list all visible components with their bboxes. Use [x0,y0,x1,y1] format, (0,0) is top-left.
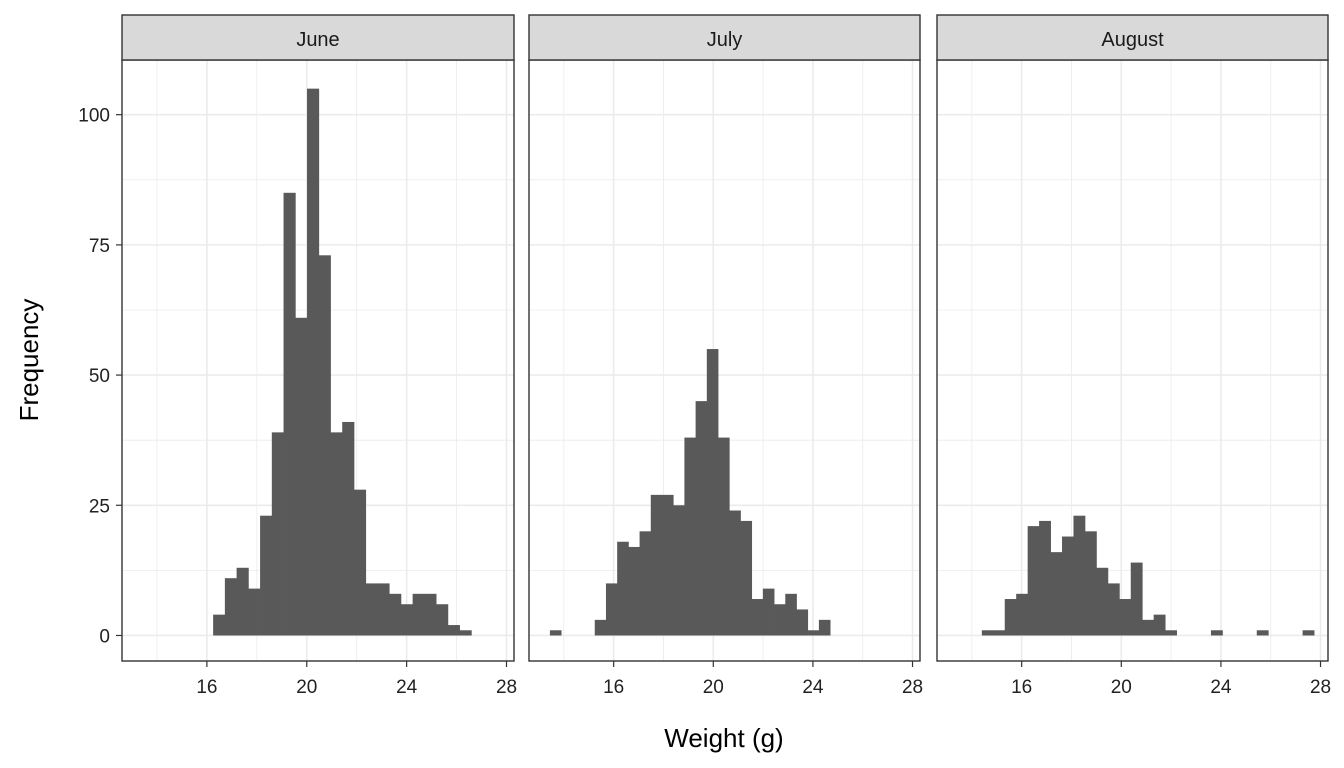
histogram-bar [447,625,460,636]
histogram-bar [1073,515,1086,636]
histogram-bar [224,578,238,636]
facet-panel-june: June 16 20 24 28 [121,14,517,698]
histogram-bar [1062,536,1074,636]
histogram-bar [236,567,249,636]
facet-strip [528,14,921,61]
facet-panel-august: August 16 20 24 28 [936,14,1331,698]
histogram-bar [318,255,331,636]
histogram-bar [389,593,402,636]
histogram-bar [307,88,320,636]
histogram-bar [260,515,273,636]
facet-panel-july: July 16 20 24 28 [528,14,923,698]
histogram-bar [459,630,472,636]
facet-strip-label: July [707,29,743,51]
x-tick-label: 24 [396,677,418,698]
y-tick-label: 0 [99,626,110,647]
histogram-bar [695,401,708,636]
histogram-bar [1165,630,1177,636]
histogram-bar [271,432,284,636]
histogram-bar [729,510,741,636]
histogram-bar [365,583,378,636]
histogram-bar [377,583,390,636]
panel-background [937,60,1328,661]
facet-strip-label: August [1101,29,1164,51]
histogram-bar [740,520,753,636]
histogram-bar [1256,630,1269,636]
histogram-bar [330,432,343,636]
facet-strip [121,14,515,61]
histogram-bar [295,317,308,636]
histogram-bar [353,489,367,636]
histogram-bar [1096,567,1109,636]
histogram-bar [283,192,296,636]
histogram-bar [762,588,775,636]
x-axis-title: Weight (g) [664,723,783,753]
histogram-bar [785,593,797,636]
facet-strip [936,14,1329,61]
histogram-bar [400,604,414,636]
histogram-bar [774,604,786,636]
histogram-bar [807,630,820,636]
histogram-bar [981,630,994,636]
y-tick-label: 50 [89,366,110,387]
histogram-bar [342,421,355,636]
histogram-bar [248,588,261,636]
y-axis: 0 25 50 75 100 [78,106,122,647]
histogram-bar [993,630,1006,636]
histogram-bar [605,583,618,636]
x-tick-label: 28 [1310,677,1331,698]
histogram-bar [673,505,685,636]
histogram-bar [436,604,449,636]
histogram-bar [1039,520,1051,636]
histogram-bar [628,546,640,636]
x-tick-label: 20 [1111,677,1132,698]
x-tick-label: 20 [703,677,724,698]
x-tick-label: 24 [1210,677,1232,698]
histogram-bar [1050,552,1063,636]
histogram-bar [706,349,719,636]
histogram-bar [751,599,764,636]
histogram-bar [1107,583,1120,636]
y-tick-label: 75 [89,236,110,257]
histogram-bar [684,437,697,636]
histogram-bar [718,437,730,636]
x-tick-label: 16 [603,677,624,698]
facets-group: June 16 20 24 28 July 16 20 24 28 August 16 20 24 28 [121,14,1331,698]
histogram-bar [412,593,425,636]
y-tick-label: 100 [78,106,110,127]
x-tick-label: 24 [802,677,824,698]
x-tick-label: 28 [496,677,517,698]
y-tick-label: 25 [89,496,110,517]
histogram-bar [818,619,831,636]
histogram-bar [661,494,674,636]
x-tick-label: 20 [296,677,317,698]
histogram-bar [1016,593,1029,636]
histogram-bar [424,593,437,636]
x-tick-label: 16 [1011,677,1032,698]
histogram-bar [213,614,226,636]
histogram-bar [594,619,607,636]
x-tick-label: 16 [196,677,217,698]
histogram-bar [1153,614,1166,636]
histogram-bar [1210,630,1223,636]
y-axis-title: Frequency [14,299,44,422]
histogram-bar [617,541,629,636]
histogram-bar [796,609,809,636]
histogram-bar [1027,526,1040,636]
facet-strip-label: June [296,29,339,51]
histogram-bar [1084,531,1097,636]
histogram-bar [1142,619,1155,636]
histogram-bar [639,531,652,636]
histogram-bar [1302,630,1315,636]
histogram-bar [1130,562,1143,636]
histogram-bar [650,494,663,636]
histogram-bar [1004,599,1017,636]
histogram-bar [1119,599,1132,636]
x-tick-label: 28 [902,677,923,698]
histogram-bar [549,630,562,636]
